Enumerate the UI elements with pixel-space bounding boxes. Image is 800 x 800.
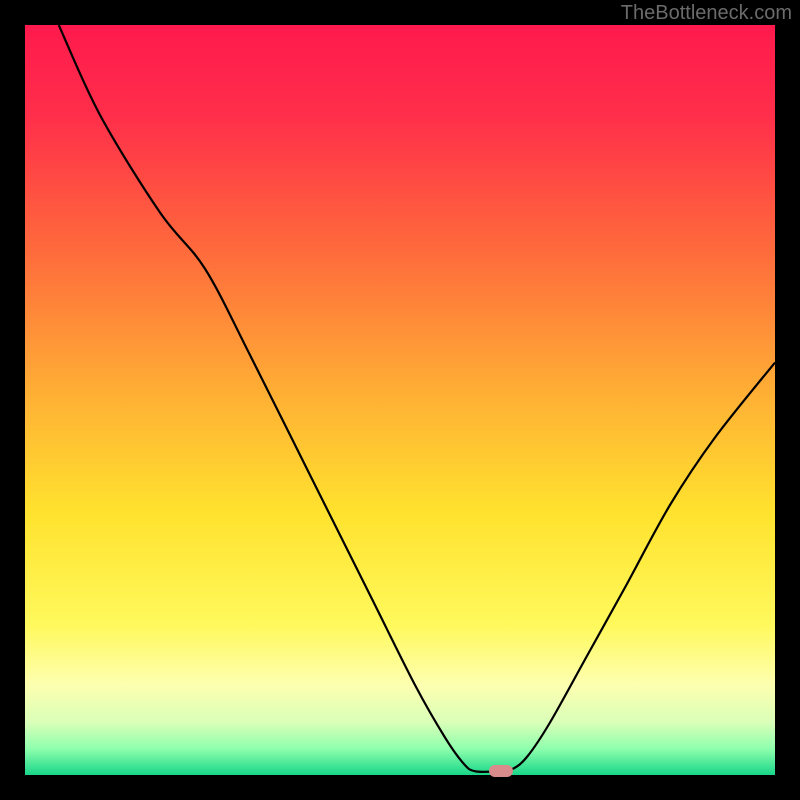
optimum-marker [489, 765, 513, 777]
plot-area [25, 25, 775, 775]
bottleneck-curve [25, 25, 775, 775]
watermark-text: TheBottleneck.com [621, 2, 792, 25]
